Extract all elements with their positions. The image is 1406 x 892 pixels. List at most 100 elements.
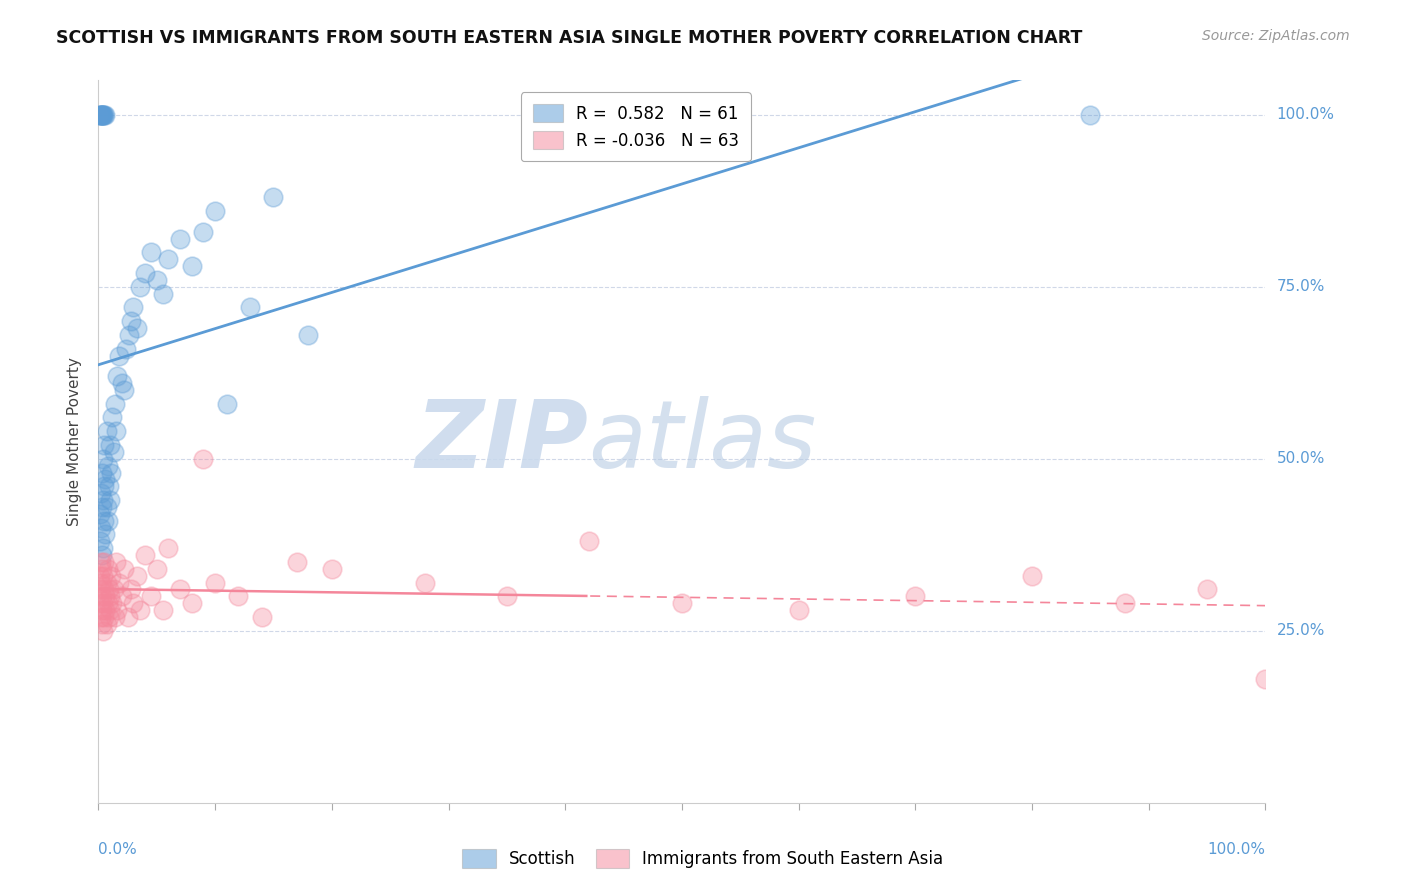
Point: [94, 108, 117, 122]
Point: [98, 603, 121, 617]
Point: [94, 472, 117, 486]
Point: [90, 108, 112, 122]
Point: [94, 603, 117, 617]
Point: [93, 108, 115, 122]
Point: [139, 590, 162, 604]
Point: [413, 575, 436, 590]
Point: [204, 575, 226, 590]
Point: [297, 327, 319, 342]
Point: [103, 445, 125, 459]
Point: [96, 575, 118, 590]
Point: [91, 568, 114, 582]
Point: [90, 548, 112, 562]
Text: 100.0%: 100.0%: [1208, 842, 1265, 856]
Point: [90, 603, 112, 617]
Point: [125, 321, 148, 335]
Point: [90, 562, 112, 576]
Point: [97, 458, 120, 473]
Point: [101, 596, 124, 610]
Point: [91, 624, 114, 638]
Point: [93, 610, 115, 624]
Point: [90, 108, 112, 122]
Point: [98, 590, 121, 604]
Point: [104, 424, 127, 438]
Point: [169, 582, 191, 597]
Point: [103, 582, 125, 597]
Point: [1195, 582, 1218, 597]
Point: [97, 596, 120, 610]
Point: [93, 582, 115, 597]
Point: [321, 562, 343, 576]
Point: [91, 108, 114, 122]
Point: [112, 383, 135, 397]
Point: [97, 610, 120, 624]
Point: [93, 514, 115, 528]
Point: [122, 596, 145, 610]
Point: [285, 555, 308, 569]
Point: [115, 342, 138, 356]
Point: [90, 108, 112, 122]
Point: [120, 582, 142, 597]
Point: [90, 610, 112, 624]
Point: [90, 520, 112, 534]
Point: [215, 397, 238, 411]
Point: [94, 527, 117, 541]
Legend: Scottish, Immigrants from South Eastern Asia: Scottish, Immigrants from South Eastern …: [456, 843, 950, 875]
Point: [91, 493, 114, 508]
Point: [100, 568, 122, 582]
Text: 50.0%: 50.0%: [1277, 451, 1324, 467]
Point: [1114, 596, 1136, 610]
Point: [193, 225, 215, 239]
Point: [89, 568, 111, 582]
Point: [91, 451, 114, 466]
Point: [93, 479, 115, 493]
Point: [89, 534, 111, 549]
Point: [98, 493, 121, 508]
Point: [262, 190, 284, 204]
Point: [157, 541, 180, 556]
Point: [98, 438, 121, 452]
Point: [104, 555, 127, 569]
Point: [108, 575, 131, 590]
Point: [152, 603, 174, 617]
Point: [90, 466, 112, 480]
Y-axis label: Single Mother Poverty: Single Mother Poverty: [67, 357, 83, 526]
Point: [90, 575, 112, 590]
Point: [169, 231, 191, 245]
Point: [146, 562, 169, 576]
Point: [204, 204, 226, 219]
Point: [91, 541, 114, 556]
Point: [89, 596, 111, 610]
Point: [134, 266, 156, 280]
Point: [1080, 108, 1102, 122]
Point: [97, 514, 120, 528]
Point: [93, 555, 115, 569]
Point: [125, 568, 148, 582]
Point: [90, 616, 112, 631]
Point: [180, 259, 202, 273]
Point: [104, 397, 127, 411]
Point: [118, 327, 141, 342]
Point: [122, 301, 145, 315]
Point: [228, 590, 250, 604]
Point: [97, 562, 120, 576]
Point: [239, 301, 262, 315]
Point: [129, 279, 152, 293]
Text: 25.0%: 25.0%: [1277, 624, 1324, 639]
Point: [96, 500, 118, 514]
Point: [134, 548, 156, 562]
Point: [89, 108, 111, 122]
Point: [787, 603, 810, 617]
Point: [90, 590, 112, 604]
Point: [152, 286, 174, 301]
Point: [117, 610, 139, 624]
Point: [157, 252, 180, 267]
Point: [180, 596, 202, 610]
Point: [105, 603, 128, 617]
Point: [111, 590, 134, 604]
Text: SCOTTISH VS IMMIGRANTS FROM SOUTH EASTERN ASIA SINGLE MOTHER POVERTY CORRELATION: SCOTTISH VS IMMIGRANTS FROM SOUTH EASTER…: [56, 29, 1083, 46]
Point: [90, 555, 112, 569]
Point: [578, 534, 600, 549]
Point: [105, 369, 128, 384]
Point: [90, 108, 112, 122]
